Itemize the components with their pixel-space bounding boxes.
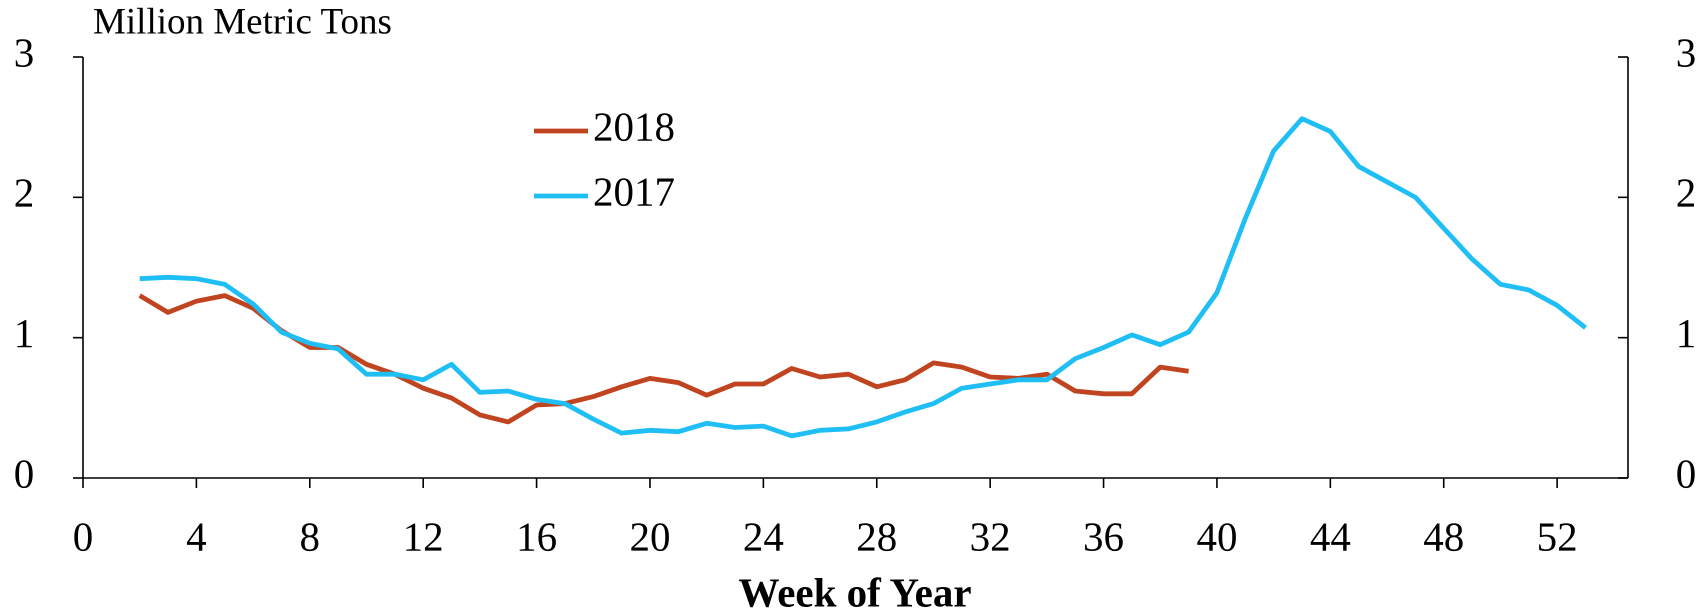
x-tick-label: 32 [970,513,1011,559]
y2-tick-label: 3 [1676,29,1697,75]
x-tick-label: 36 [1083,513,1124,559]
x-tick-label: 16 [516,513,557,559]
x-tick-label: 40 [1196,513,1237,559]
x-tick-label: 8 [300,513,321,559]
y2-tick-label: 1 [1676,310,1697,356]
y-tick-label: 0 [14,450,35,496]
x-tick-label: 48 [1423,513,1464,559]
x-axis-title: Week of Year [738,569,971,615]
data-line [139,116,1587,439]
x-tick-label: 4 [186,513,207,559]
y-tick-label: 3 [14,29,35,75]
x-tick-label: 44 [1310,513,1351,559]
legend-label: 2018 [593,103,675,149]
x-tick-label: 24 [743,513,784,559]
legend-label: 2017 [593,168,675,214]
y-tick-label: 2 [14,170,35,216]
y2-tick-label: 0 [1676,450,1697,496]
data-line [138,293,1189,425]
x-tick-label: 28 [856,513,897,559]
y-tick-label: 1 [14,310,35,356]
x-tick-label: 0 [73,513,94,559]
x-tick-label: 12 [403,513,444,559]
y2-tick-label: 2 [1676,170,1697,216]
y-axis-title: Million Metric Tons [93,1,392,42]
x-tick-label: 52 [1537,513,1578,559]
x-tick-label: 20 [629,513,670,559]
